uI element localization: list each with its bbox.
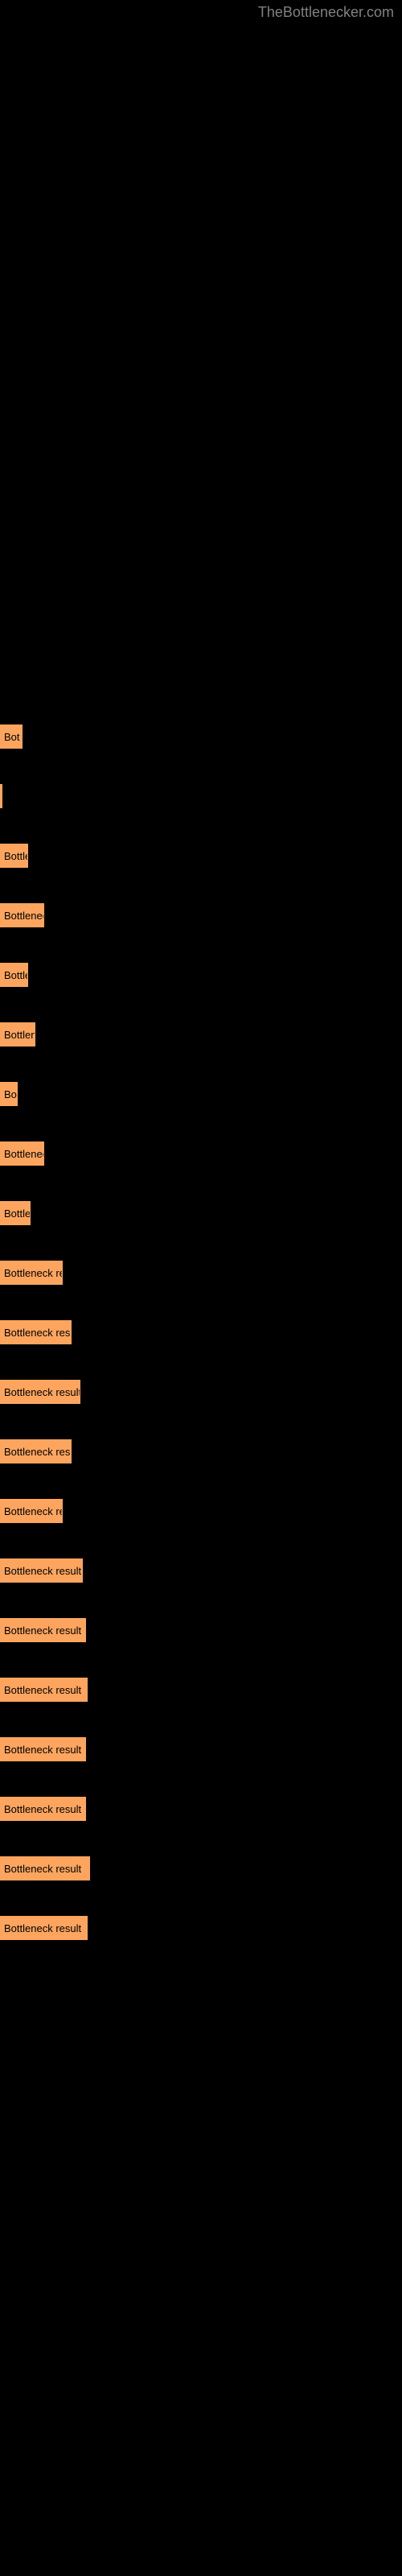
chart-bar: Bottlenec	[0, 1141, 44, 1166]
bar-row: Bottleneck resu	[0, 1439, 402, 1465]
bar-row: Bottlen	[0, 1022, 402, 1048]
chart-bar: Bottleneck result	[0, 1797, 86, 1821]
chart-bar: Bot	[0, 724, 23, 749]
chart-bar: Bottleneck result	[0, 1678, 88, 1702]
bar-row: Bottleneck re	[0, 1499, 402, 1525]
watermark-text: TheBottlenecker.com	[258, 4, 394, 21]
chart-bar: Bottleneck result	[0, 1737, 86, 1761]
chart-bar: Bottleneck result	[0, 1916, 88, 1940]
bar-row: Bottleneck result	[0, 1678, 402, 1703]
bar-row: Bottleneck result	[0, 1797, 402, 1823]
chart-bar: Bottleneck resu	[0, 1439, 72, 1463]
bar-row: Bottleneck result	[0, 1916, 402, 1942]
bar-row: Bottleneck result	[0, 1558, 402, 1584]
bar-row: Bot	[0, 724, 402, 750]
bar-row: Bottle	[0, 1201, 402, 1227]
chart-bar: Bottleneck result	[0, 1618, 86, 1642]
chart-bar: Bottleneck result	[0, 1856, 90, 1880]
bar-row	[0, 784, 402, 810]
bar-row: Bottleneck result	[0, 1737, 402, 1763]
chart-bar: Bottlenec	[0, 903, 44, 927]
bar-row: Bottle	[0, 963, 402, 989]
chart-bar: Bottle	[0, 844, 28, 868]
bar-row: Bo	[0, 1082, 402, 1108]
bar-row: Bottleneck resu	[0, 1320, 402, 1346]
chart-bar: Bottleneck resu	[0, 1320, 72, 1344]
bar-row: Bottlenec	[0, 903, 402, 929]
chart-bar: Bottle	[0, 1201, 31, 1225]
chart-bar	[0, 784, 2, 808]
chart-bar: Bo	[0, 1082, 18, 1106]
chart-bar: Bottleneck re	[0, 1261, 63, 1285]
bar-row: Bottleneck result	[0, 1618, 402, 1644]
bar-row: Bottleneck result	[0, 1380, 402, 1406]
bar-row: Bottleneck re	[0, 1261, 402, 1286]
bar-row: Bottleneck result	[0, 1856, 402, 1882]
chart-bar: Bottleneck re	[0, 1499, 63, 1523]
chart-bar: Bottleneck result	[0, 1558, 83, 1583]
bar-row: Bottlenec	[0, 1141, 402, 1167]
bar-row: Bottle	[0, 844, 402, 869]
bar-chart: Bot Bottle Bottlenec Bottle Bottlen Bo Bottlen…	[0, 724, 402, 1942]
chart-bar: Bottle	[0, 963, 28, 987]
chart-bar: Bottleneck result	[0, 1380, 80, 1404]
chart-bar: Bottlen	[0, 1022, 35, 1046]
